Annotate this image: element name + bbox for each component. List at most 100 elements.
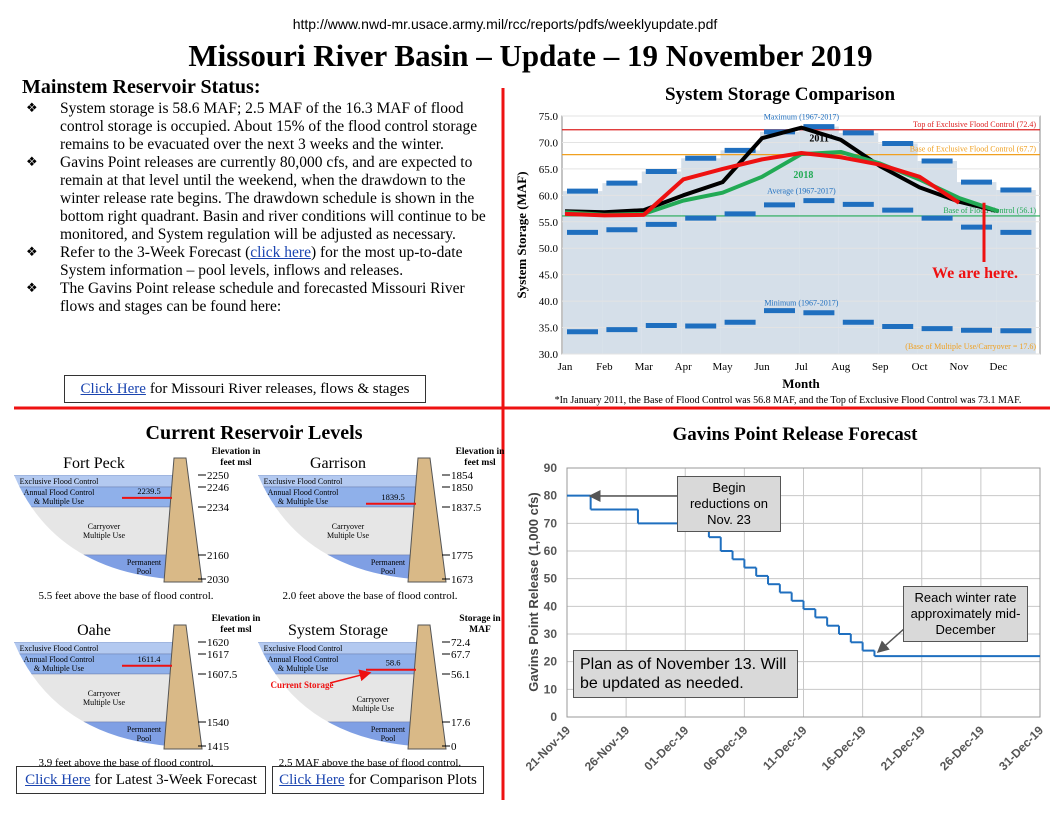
level-label: 2246 (207, 482, 230, 494)
reservoir-name: Oahe (77, 622, 111, 639)
y-tick-label: 55.0 (539, 217, 559, 229)
x-tick-label: Apr (675, 361, 692, 373)
zone-label: Annual Flood Control (24, 488, 95, 497)
link-box: Click Here for Missouri River releases, f… (64, 375, 426, 403)
level-label: 72.4 (451, 637, 471, 649)
level-label: 2160 (207, 550, 230, 562)
text: for Latest 3-Week Forecast (94, 772, 257, 788)
current-label: Current Storage (270, 680, 333, 690)
series-label: 2011* (809, 134, 833, 145)
scale-label: feet msl (464, 458, 496, 468)
zone-label: Permanent (127, 558, 162, 567)
scale-label: Elevation in (456, 447, 506, 457)
y-axis-title: Gavins Point Release (1,000 cfs) (526, 492, 541, 691)
callout: Plan as of November 13. Will be updated … (573, 650, 798, 698)
callout: Reach winter rate approximately mid-Dece… (903, 586, 1028, 642)
link[interactable]: Click Here (279, 772, 345, 788)
x-axis-title: Month (782, 376, 820, 391)
bullet: The Gavins Point release schedule and fo… (22, 280, 492, 316)
level-label: 2234 (207, 502, 230, 514)
title: Missouri River Basin – Update – 19 Novem… (188, 38, 873, 73)
scale-label: Elevation in (212, 447, 262, 457)
zone-label: Multiple Use (83, 698, 125, 707)
caption: 2.0 feet above the base of flood control… (282, 590, 457, 602)
level-label: 1415 (207, 741, 230, 753)
level-label: 1775 (451, 550, 474, 562)
reference-label: Top of Exclusive Flood Control (72.4) (913, 120, 1036, 129)
zone-label: Permanent (371, 558, 406, 567)
bullet: Refer to the 3-Week Forecast (click here… (22, 244, 492, 280)
plot-border (566, 467, 1041, 718)
level-label: 1540 (207, 717, 230, 729)
range-shade (878, 143, 918, 354)
x-tick-label: Nov (950, 361, 969, 373)
level-label: 17.6 (451, 717, 471, 729)
scale-label: feet msl (220, 458, 252, 468)
level-label: 1850 (451, 482, 474, 494)
zone-label: Pool (137, 567, 152, 576)
x-tick-label: 11-Dec-19 (760, 723, 810, 773)
zone-label: Permanent (371, 725, 406, 734)
chart-title: System Storage Comparison (665, 84, 896, 105)
dam (163, 457, 203, 583)
zone-label: Exclusive Flood Control (20, 477, 99, 486)
link[interactable]: click here (250, 244, 311, 261)
range-shade (563, 191, 603, 354)
y-tick-label: 35.0 (539, 323, 559, 335)
zone-label: Carryover (88, 689, 121, 698)
level-label: 1673 (451, 574, 474, 586)
x-tick-label: 21-Dec-19 (878, 723, 928, 773)
y-tick-label: 0 (550, 710, 557, 724)
y-tick-label: 30 (544, 627, 558, 641)
y-axis-title: System Storage (MAF) (514, 171, 529, 298)
text: for Missouri River releases, flows & sta… (149, 381, 410, 397)
y-tick-label: 50 (544, 572, 558, 586)
band-label: Average (1967-2017) (767, 187, 836, 196)
zone-label: Pool (137, 734, 152, 743)
link[interactable]: Click Here (25, 772, 91, 788)
band-label: Maximum (1967-2017) (764, 113, 840, 122)
current-value: 2239.5 (137, 486, 160, 496)
y-tick-label: 20 (544, 655, 558, 669)
link[interactable]: Click Here (80, 381, 146, 397)
zone-label: Permanent (127, 725, 162, 734)
y-tick-label: 60 (544, 544, 558, 558)
bullet: Gavins Point releases are currently 80,0… (22, 154, 492, 244)
annotation: We are here. (932, 265, 1018, 282)
current-value: 1839.5 (381, 492, 404, 502)
band-label: Minimum (1967-2017) (764, 299, 838, 308)
dam (407, 457, 447, 583)
callout-arrow (876, 627, 906, 653)
x-tick-label: 16-Dec-19 (819, 723, 869, 773)
x-tick-label: 26-Dec-19 (937, 723, 987, 773)
scale-label: feet msl (220, 625, 252, 635)
callout: Begin reductions on Nov. 23 (677, 476, 781, 532)
text: Refer to the 3-Week Forecast ( (60, 244, 251, 261)
x-tick-label: Oct (912, 361, 928, 373)
x-tick-label: Sep (872, 361, 889, 373)
y-tick-label: 90 (544, 461, 558, 475)
zone-label: Exclusive Flood Control (264, 477, 343, 486)
level-label: 1854 (451, 470, 474, 482)
dam (407, 624, 447, 750)
chart-title: Gavins Point Release Forecast (672, 424, 918, 445)
note: (Base of Multiple Use/Carryover = 17.6) (905, 342, 1036, 351)
x-tick-label: Feb (596, 361, 613, 373)
zone-label: Multiple Use (352, 704, 394, 713)
level-label: 56.1 (451, 669, 470, 681)
caption: 5.5 feet above the base of flood control… (38, 590, 213, 602)
link-box: Click Here for Latest 3-Week Forecast (16, 766, 266, 794)
x-tick-label: 26-Nov-19 (582, 723, 633, 774)
zone-label: Pool (381, 734, 396, 743)
y-tick-label: 40 (544, 599, 558, 613)
y-tick-label: 50.0 (539, 243, 559, 255)
zone-label: Multiple Use (83, 531, 125, 540)
level-label: 1620 (207, 637, 230, 649)
reservoir-name: Garrison (310, 455, 366, 472)
level-label: 2030 (207, 574, 230, 586)
y-tick-label: 45.0 (539, 270, 559, 282)
x-tick-label: Dec (990, 361, 1008, 373)
current-value: 58.6 (386, 658, 401, 668)
reservoir-name: System Storage (288, 622, 388, 639)
